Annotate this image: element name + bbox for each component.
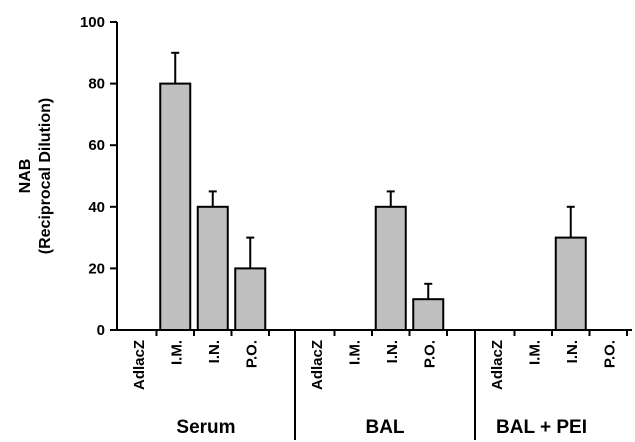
group-label: BAL <box>365 417 404 438</box>
y-tick-label: 60 <box>88 137 105 154</box>
x-category-label: P.O. <box>601 340 618 368</box>
y-tick-label: 80 <box>88 76 105 93</box>
x-category-label: I.N. <box>206 340 223 363</box>
bar <box>159 82 192 331</box>
y-axis-label-line-2: (Reciprocal Dilution) <box>37 98 54 254</box>
x-category-label: I.N. <box>564 340 581 363</box>
y-tick-label: 40 <box>88 199 105 216</box>
x-category-label: AdlacZ <box>309 340 326 390</box>
y-axis: 0 20 40 60 80 100 <box>80 14 118 339</box>
y-axis-label-line-1: NAB <box>17 159 34 194</box>
x-category-label: P.O. <box>243 340 260 368</box>
bars <box>159 51 587 332</box>
x-category-label: I.M. <box>168 340 185 365</box>
x-category-label: P.O. <box>421 340 438 368</box>
x-category-label: I.M. <box>526 340 543 365</box>
x-category-label: I.M. <box>346 340 363 365</box>
x-category-label: AdlacZ <box>131 340 148 390</box>
y-axis-label: NAB (Reciprocal Dilution) <box>17 98 54 254</box>
x-category-label: AdlacZ <box>489 340 506 390</box>
y-tick-label: 100 <box>80 14 105 31</box>
bar <box>196 205 229 331</box>
y-tick-label: 20 <box>88 260 105 277</box>
bar <box>234 267 267 331</box>
bar <box>374 205 407 331</box>
bar <box>412 298 445 332</box>
bar <box>554 236 587 332</box>
x-category-label: I.N. <box>384 340 401 363</box>
group-label: Serum <box>176 417 235 438</box>
group-label: BAL + PEI <box>496 417 587 438</box>
y-tick-label: 0 <box>97 322 105 339</box>
x-axis: AdlacZ I.M. I.N. P.O. Serum AdlacZ I.M. I.N. P.O… <box>117 329 632 440</box>
